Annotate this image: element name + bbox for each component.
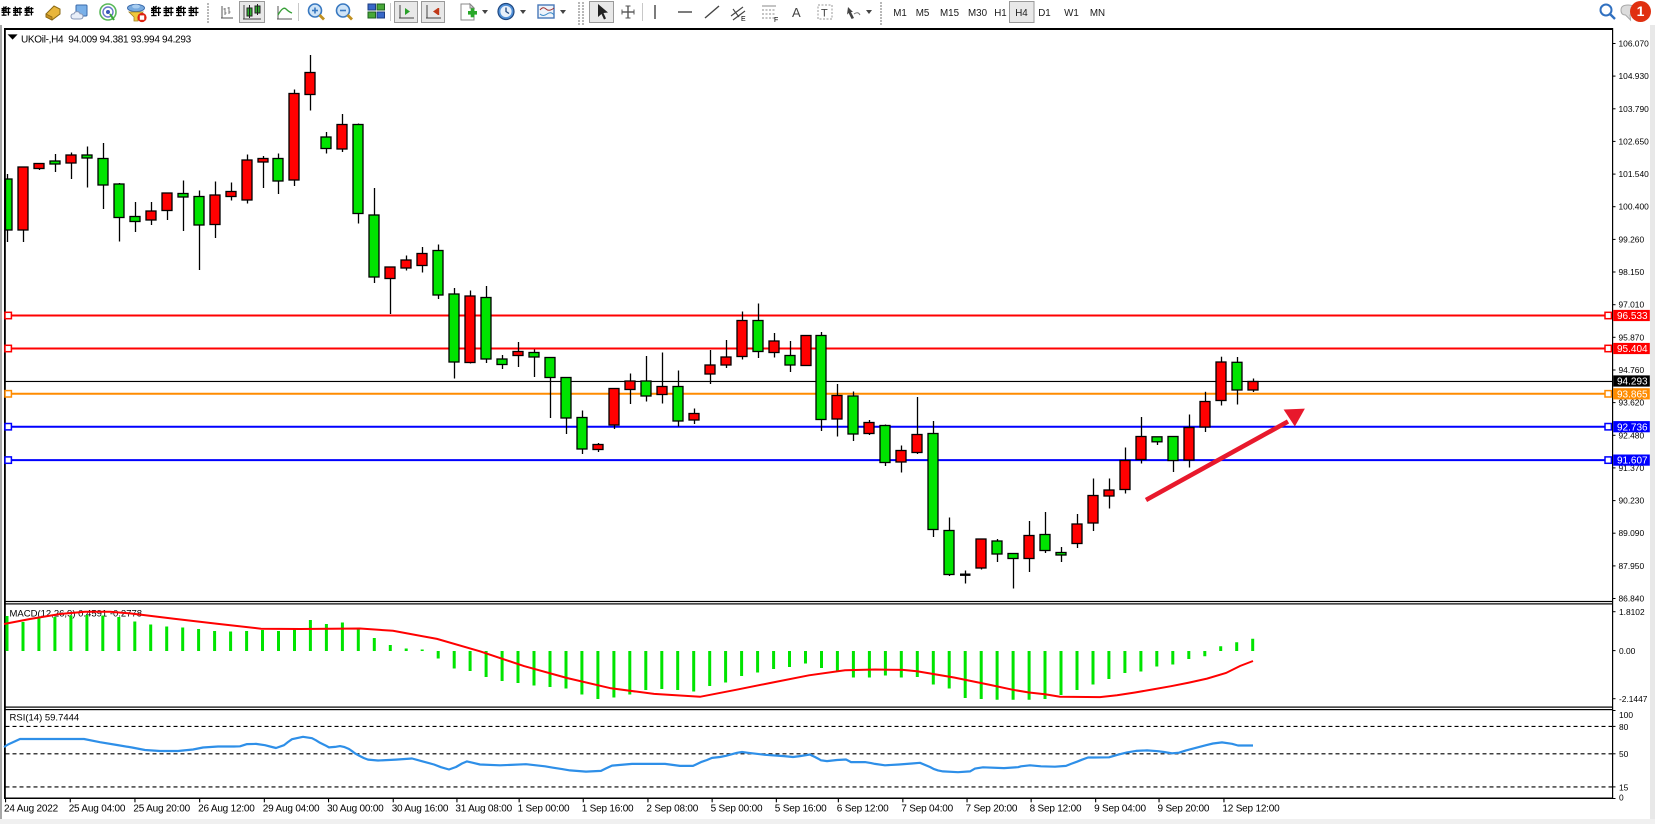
svg-text:T: T <box>821 8 828 20</box>
svg-text:95.870: 95.870 <box>1619 332 1645 342</box>
svg-text:93.620: 93.620 <box>1619 398 1645 408</box>
svg-text:1.8102: 1.8102 <box>1619 607 1645 617</box>
svg-text:2 Sep 08:00: 2 Sep 08:00 <box>646 804 698 815</box>
svg-text:UKOil-,H4 94.009 94.381 93.99: UKOil-,H4 94.009 94.381 93.994 94.293 <box>21 35 192 46</box>
svg-text:94.293: 94.293 <box>1617 377 1648 388</box>
svg-text:7 Sep 20:00: 7 Sep 20:00 <box>966 804 1018 815</box>
svg-text:8 Sep 12:00: 8 Sep 12:00 <box>1030 804 1082 815</box>
svg-text:106.070: 106.070 <box>1619 39 1650 49</box>
svg-text:24 Aug 2022: 24 Aug 2022 <box>4 804 59 815</box>
svg-text:12 Sep 12:00: 12 Sep 12:00 <box>1222 804 1280 815</box>
svg-text:5 Sep 00:00: 5 Sep 00:00 <box>711 804 763 815</box>
svg-text:W1: W1 <box>1064 8 1079 19</box>
svg-text:M30: M30 <box>968 8 988 19</box>
svg-text:1: 1 <box>1637 3 1645 19</box>
svg-text:5 Sep 16:00: 5 Sep 16:00 <box>775 804 827 815</box>
svg-text:D1: D1 <box>1038 8 1051 19</box>
svg-text:100: 100 <box>1619 710 1633 720</box>
svg-text:26 Aug 12:00: 26 Aug 12:00 <box>198 804 255 815</box>
svg-text:94.760: 94.760 <box>1619 365 1645 375</box>
svg-text:25 Aug 20:00: 25 Aug 20:00 <box>133 804 190 815</box>
svg-text:91.607: 91.607 <box>1617 456 1648 467</box>
svg-text:0: 0 <box>1619 793 1624 803</box>
svg-text:9 Sep 04:00: 9 Sep 04:00 <box>1094 804 1146 815</box>
svg-text:99.260: 99.260 <box>1619 234 1645 244</box>
svg-text:E: E <box>741 16 746 23</box>
svg-text:97.010: 97.010 <box>1619 300 1645 310</box>
svg-text:M15: M15 <box>940 8 960 19</box>
svg-text:100.400: 100.400 <box>1619 202 1650 212</box>
svg-text:92.480: 92.480 <box>1619 430 1645 440</box>
svg-text:95.404: 95.404 <box>1617 344 1648 355</box>
svg-text:H4: H4 <box>1015 8 1028 19</box>
svg-text:F: F <box>774 17 778 24</box>
svg-text:1 Sep 00:00: 1 Sep 00:00 <box>518 804 570 815</box>
svg-text:30 Aug 16:00: 30 Aug 16:00 <box>392 804 449 815</box>
svg-text:M5: M5 <box>916 8 930 19</box>
svg-text:87.950: 87.950 <box>1619 561 1645 571</box>
svg-text:H1: H1 <box>994 8 1007 19</box>
svg-text:6 Sep 12:00: 6 Sep 12:00 <box>837 804 889 815</box>
svg-text:89.090: 89.090 <box>1619 528 1645 538</box>
svg-text:90.230: 90.230 <box>1619 496 1645 506</box>
svg-text:91.370: 91.370 <box>1619 463 1645 473</box>
svg-text:1 Sep 16:00: 1 Sep 16:00 <box>582 804 634 815</box>
svg-text:101.540: 101.540 <box>1619 169 1650 179</box>
svg-text:-2.1447: -2.1447 <box>1619 694 1648 704</box>
svg-text:0.00: 0.00 <box>1619 646 1636 656</box>
svg-text:98.150: 98.150 <box>1619 267 1645 277</box>
svg-text:9 Sep 20:00: 9 Sep 20:00 <box>1158 804 1210 815</box>
svg-text:102.650: 102.650 <box>1619 136 1650 146</box>
svg-text:15: 15 <box>1619 782 1629 792</box>
svg-text:29 Aug 04:00: 29 Aug 04:00 <box>263 804 320 815</box>
svg-text:A: A <box>792 5 801 20</box>
svg-text:103.790: 103.790 <box>1619 104 1650 114</box>
svg-text:50: 50 <box>1619 749 1629 759</box>
svg-text:31 Aug 08:00: 31 Aug 08:00 <box>455 804 512 815</box>
svg-text:104.930: 104.930 <box>1619 71 1650 81</box>
svg-text:7 Sep 04:00: 7 Sep 04:00 <box>901 804 953 815</box>
svg-text:MACD(12,26,9) 0.4591 -0.2778: MACD(12,26,9) 0.4591 -0.2778 <box>10 609 143 620</box>
svg-text:25 Aug 04:00: 25 Aug 04:00 <box>69 804 126 815</box>
svg-text:80: 80 <box>1619 722 1629 732</box>
svg-text:86.840: 86.840 <box>1619 594 1645 604</box>
svg-text:MN: MN <box>1090 8 1105 19</box>
svg-text:30 Aug 00:00: 30 Aug 00:00 <box>327 804 384 815</box>
svg-text:RSI(14) 59.7444: RSI(14) 59.7444 <box>10 713 80 724</box>
svg-text:93.865: 93.865 <box>1617 389 1648 400</box>
svg-text:96.533: 96.533 <box>1617 311 1648 322</box>
svg-text:92.736: 92.736 <box>1617 422 1648 433</box>
svg-text:M1: M1 <box>893 8 907 19</box>
